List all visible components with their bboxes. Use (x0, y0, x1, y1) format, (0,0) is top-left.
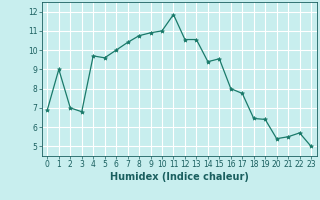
X-axis label: Humidex (Indice chaleur): Humidex (Indice chaleur) (110, 172, 249, 182)
